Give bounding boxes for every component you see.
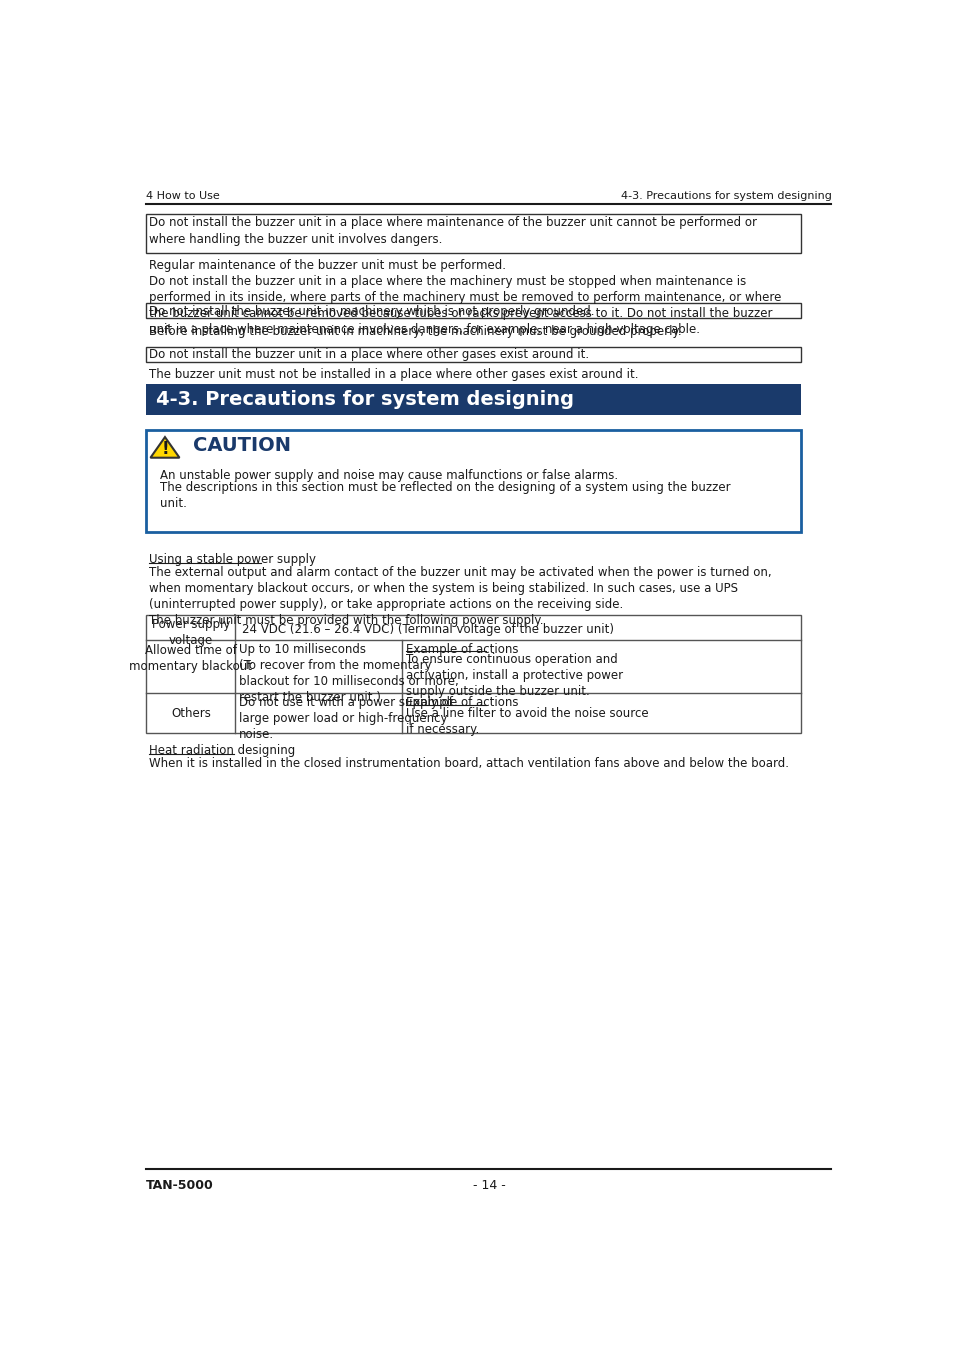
Text: Power supply
voltage: Power supply voltage (152, 617, 230, 647)
Text: An unstable power supply and noise may cause malfunctions or false alarms.: An unstable power supply and noise may c… (160, 469, 618, 481)
Text: When it is installed in the closed instrumentation board, attach ventilation fan: When it is installed in the closed instr… (150, 758, 789, 770)
Text: Do not install the buzzer unit in machinery which is not properly grounded.: Do not install the buzzer unit in machin… (150, 304, 595, 317)
Text: The external output and alarm contact of the buzzer unit may be activated when t: The external output and alarm contact of… (150, 566, 771, 627)
FancyBboxPatch shape (146, 430, 801, 532)
Text: 4-3. Precautions for system designing: 4-3. Precautions for system designing (620, 192, 831, 201)
Text: Using a stable power supply: Using a stable power supply (150, 554, 316, 566)
Text: 24 VDC (21.6 – 26.4 VDC) (Terminal voltage of the buzzer unit): 24 VDC (21.6 – 26.4 VDC) (Terminal volta… (241, 623, 613, 635)
Polygon shape (151, 438, 179, 458)
Text: The buzzer unit must not be installed in a place where other gases exist around : The buzzer unit must not be installed in… (150, 369, 639, 381)
Text: CAUTION: CAUTION (193, 436, 291, 455)
Text: Do not install the buzzer unit in a place where maintenance of the buzzer unit c: Do not install the buzzer unit in a plac… (150, 216, 757, 246)
FancyBboxPatch shape (146, 615, 801, 734)
Text: Heat radiation designing: Heat radiation designing (150, 744, 295, 758)
Text: To ensure continuous operation and
activation, install a protective power
supply: To ensure continuous operation and activ… (406, 654, 622, 698)
Text: Regular maintenance of the buzzer unit must be performed.
Do not install the buz: Regular maintenance of the buzzer unit m… (150, 259, 781, 336)
FancyBboxPatch shape (146, 303, 801, 319)
Text: Example of actions: Example of actions (406, 643, 518, 655)
Text: The descriptions in this section must be reflected on the designing of a system : The descriptions in this section must be… (160, 481, 730, 509)
Text: Up to 10 milliseconds
(To recover from the momentary
blackout for 10 millisecond: Up to 10 milliseconds (To recover from t… (239, 643, 458, 704)
Text: Allowed time of
momentary blackout: Allowed time of momentary blackout (130, 644, 253, 673)
Text: Example of actions: Example of actions (406, 697, 518, 709)
Text: Do not use it with a power supply of
large power load or high-frequency
noise.: Do not use it with a power supply of lar… (239, 697, 453, 742)
Text: Others: Others (171, 708, 211, 720)
Text: TAN-5000: TAN-5000 (146, 1178, 213, 1192)
Text: 4 How to Use: 4 How to Use (146, 192, 220, 201)
Text: Do not install the buzzer unit in a place where other gases exist around it.: Do not install the buzzer unit in a plac… (150, 349, 589, 362)
FancyBboxPatch shape (146, 384, 801, 415)
FancyBboxPatch shape (146, 347, 801, 362)
Text: Before installing the buzzer unit in machinery, the machinery must be grounded p: Before installing the buzzer unit in mac… (150, 324, 681, 338)
FancyBboxPatch shape (146, 215, 801, 253)
Text: !: ! (161, 439, 169, 458)
Text: Use a line filter to avoid the noise source
if necessary.: Use a line filter to avoid the noise sou… (406, 708, 648, 736)
Text: - 14 -: - 14 - (472, 1178, 505, 1192)
Text: 4-3. Precautions for system designing: 4-3. Precautions for system designing (155, 390, 573, 409)
